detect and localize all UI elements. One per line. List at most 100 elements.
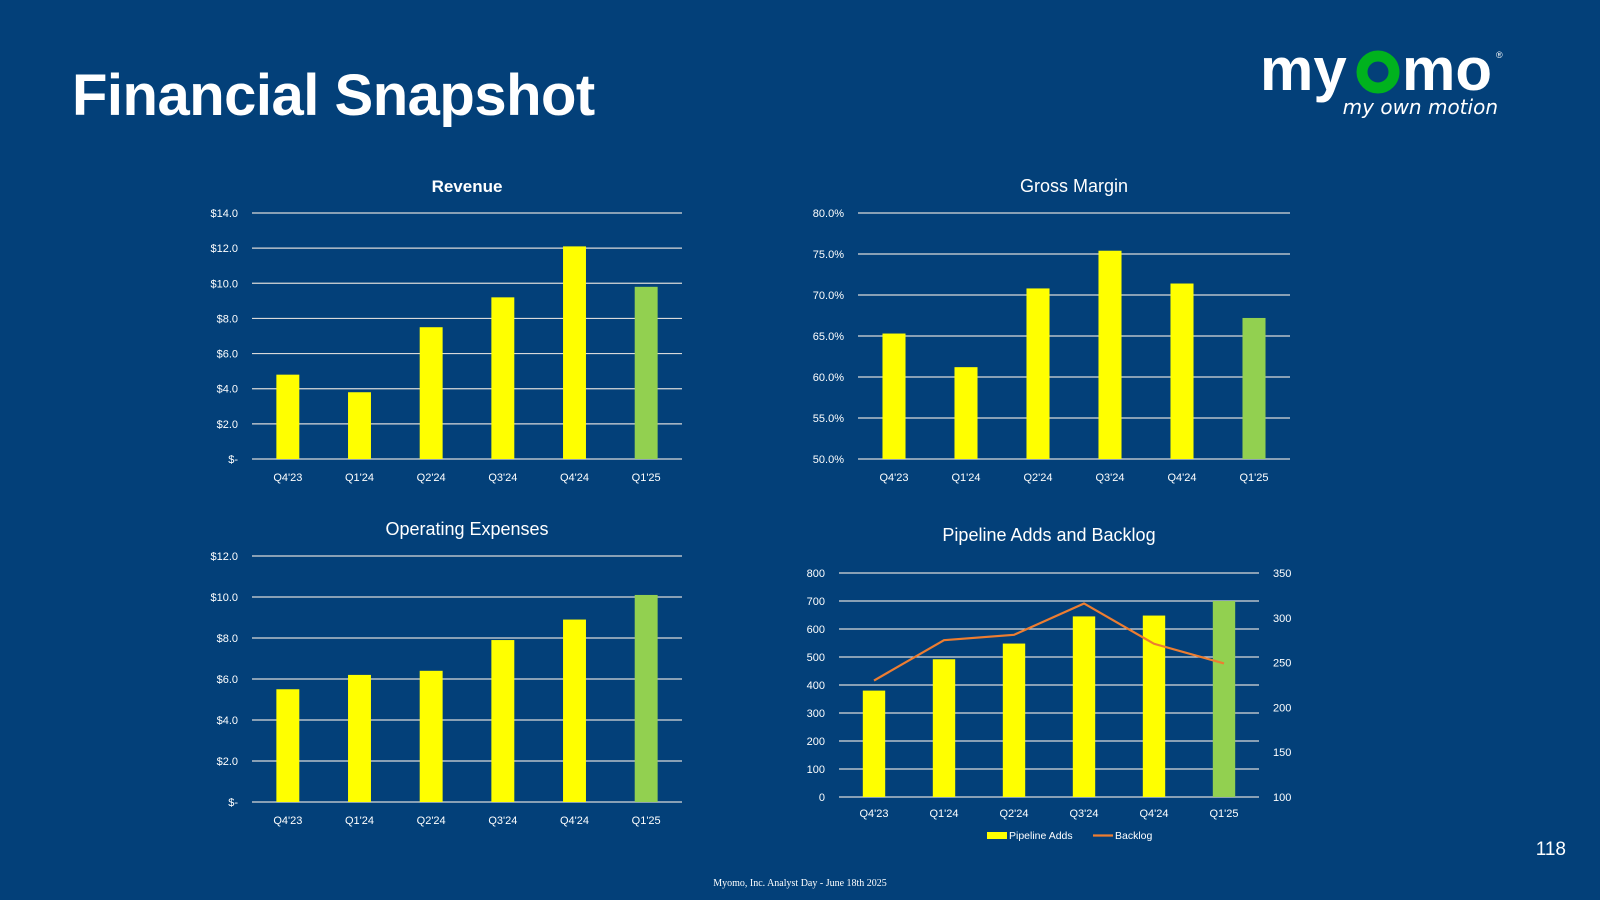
x-tick-label: Q1'25 (632, 815, 661, 827)
x-tick-label: Q1'24 (345, 815, 374, 827)
x-tick-label: Q1'25 (1239, 472, 1268, 484)
bar (348, 674, 371, 802)
y-tick-label: $4.0 (217, 384, 238, 396)
x-tick-label: Q2'24 (417, 472, 446, 484)
y-tick-label: $6.0 (217, 349, 238, 361)
bar (419, 670, 443, 802)
operating-expenses-chart: Operating Expenses $- $2.0 $4.0 $6.0 $8.0 $10.… (210, 519, 682, 827)
bar (563, 619, 586, 802)
y-tick-label: 500 (807, 652, 825, 664)
y-tick-label: 200 (807, 736, 825, 748)
bar (882, 333, 906, 459)
x-tick-label: Q3'24 (1069, 808, 1098, 820)
y-tick-label: 0 (819, 792, 825, 804)
bar (1170, 283, 1194, 459)
y2-tick-label: 150 (1273, 747, 1291, 759)
y-tick-label: $- (228, 454, 238, 466)
x-tick-label: Q3'24 (1095, 472, 1124, 484)
x-tick-label: Q1'24 (951, 472, 980, 484)
bar (634, 594, 658, 802)
x-tick-label: Q3'24 (488, 815, 517, 827)
y-tick-label: 60.0% (813, 372, 844, 384)
y-tick-label: $12.0 (210, 243, 238, 255)
y-tick-label: 800 (807, 568, 825, 580)
y2-tick-label: 350 (1273, 568, 1291, 580)
x-tick-label: Q4'23 (879, 472, 908, 484)
y-tick-label: 75.0% (813, 249, 844, 261)
x-tick-label: Q1'24 (345, 472, 374, 484)
chart-title: Operating Expenses (385, 519, 548, 539)
bar (1098, 250, 1122, 459)
logo-wordmark-right: mo (1402, 40, 1492, 103)
page-number: 118 (1535, 839, 1566, 860)
y-tick-label: 80.0% (813, 208, 844, 220)
x-tick-label: Q3'24 (488, 472, 517, 484)
x-tick-label: Q2'24 (417, 815, 446, 827)
bar (491, 640, 515, 802)
x-tick-label: Q4'24 (560, 815, 589, 827)
bar (419, 327, 443, 459)
bar (1212, 601, 1236, 797)
y2-tick-label: 100 (1273, 792, 1291, 804)
bar (491, 297, 515, 459)
bar (276, 689, 300, 802)
logo-tagline: my own motion (1343, 95, 1498, 119)
bar (276, 374, 300, 459)
x-tick-label: Q4'23 (273, 815, 302, 827)
y-tick-label: $10.0 (210, 278, 238, 290)
y2-tick-label: 250 (1273, 658, 1291, 670)
page-title: Financial Snapshot (72, 63, 595, 128)
y-tick-label: $12.0 (210, 551, 238, 563)
y-tick-label: $2.0 (217, 756, 238, 768)
legend-label-backlog: Backlog (1115, 830, 1153, 842)
x-tick-label: Q2'24 (1023, 472, 1052, 484)
y-tick-label: 55.0% (813, 413, 844, 425)
bar (862, 690, 886, 797)
myomo-logo: my mo ® my own motion (1262, 40, 1503, 119)
y-tick-label: $8.0 (217, 633, 238, 645)
logo-registered: ® (1496, 50, 1503, 60)
y-tick-label: 600 (807, 624, 825, 636)
backlog-line (873, 602, 1225, 682)
x-tick-label: Q1'24 (929, 808, 958, 820)
chart-title: Gross Margin (1020, 176, 1128, 196)
bar (348, 392, 371, 459)
gross-margin-chart: Gross Margin 50.0% 55.0% 60.0% 65.0% 70.0% 75.… (813, 176, 1290, 484)
revenue-chart: Revenue $- $2.0 $4.0 $6.0 $8.0 $10.0 $12.0 $14.0… (210, 177, 682, 484)
y-tick-label: 700 (807, 596, 825, 608)
y-tick-label: $4.0 (217, 715, 238, 727)
bar (1142, 615, 1166, 797)
legend-label-pipeline-adds: Pipeline Adds (1009, 830, 1073, 842)
bar (1002, 643, 1026, 797)
footer-text: Myomo, Inc. Analyst Day - June 18th 2025 (713, 878, 887, 889)
y-tick-label: 70.0% (813, 290, 844, 302)
y-tick-label: $2.0 (217, 419, 238, 431)
bar (1072, 616, 1096, 797)
y-tick-label: 100 (807, 764, 825, 776)
y-tick-label: 65.0% (813, 331, 844, 343)
x-tick-label: Q2'24 (999, 808, 1028, 820)
y-tick-label: 400 (807, 680, 825, 692)
y-tick-label: 50.0% (813, 454, 844, 466)
logo-o-ring-icon (1356, 50, 1400, 94)
bar (1026, 288, 1050, 459)
logo-wordmark-left: my (1262, 40, 1347, 103)
y-tick-label: $10.0 (210, 592, 238, 604)
y2-tick-label: 200 (1273, 702, 1291, 714)
x-tick-label: Q4'24 (560, 472, 589, 484)
chart-title: Revenue (432, 177, 503, 196)
chart-title: Pipeline Adds and Backlog (942, 525, 1155, 545)
x-tick-label: Q1'25 (632, 472, 661, 484)
x-tick-label: Q4'23 (273, 472, 302, 484)
y-tick-label: $6.0 (217, 674, 238, 686)
bar (634, 286, 658, 459)
y2-tick-label: 300 (1273, 613, 1291, 625)
x-tick-label: Q4'24 (1139, 808, 1168, 820)
y-tick-label: $8.0 (217, 313, 238, 325)
y-tick-label: $14.0 (210, 208, 238, 220)
bar (932, 659, 956, 797)
x-tick-label: Q1'25 (1209, 808, 1238, 820)
legend-swatch-pipeline-adds (987, 832, 1007, 839)
y-tick-label: 300 (807, 708, 825, 720)
x-tick-label: Q4'24 (1167, 472, 1196, 484)
